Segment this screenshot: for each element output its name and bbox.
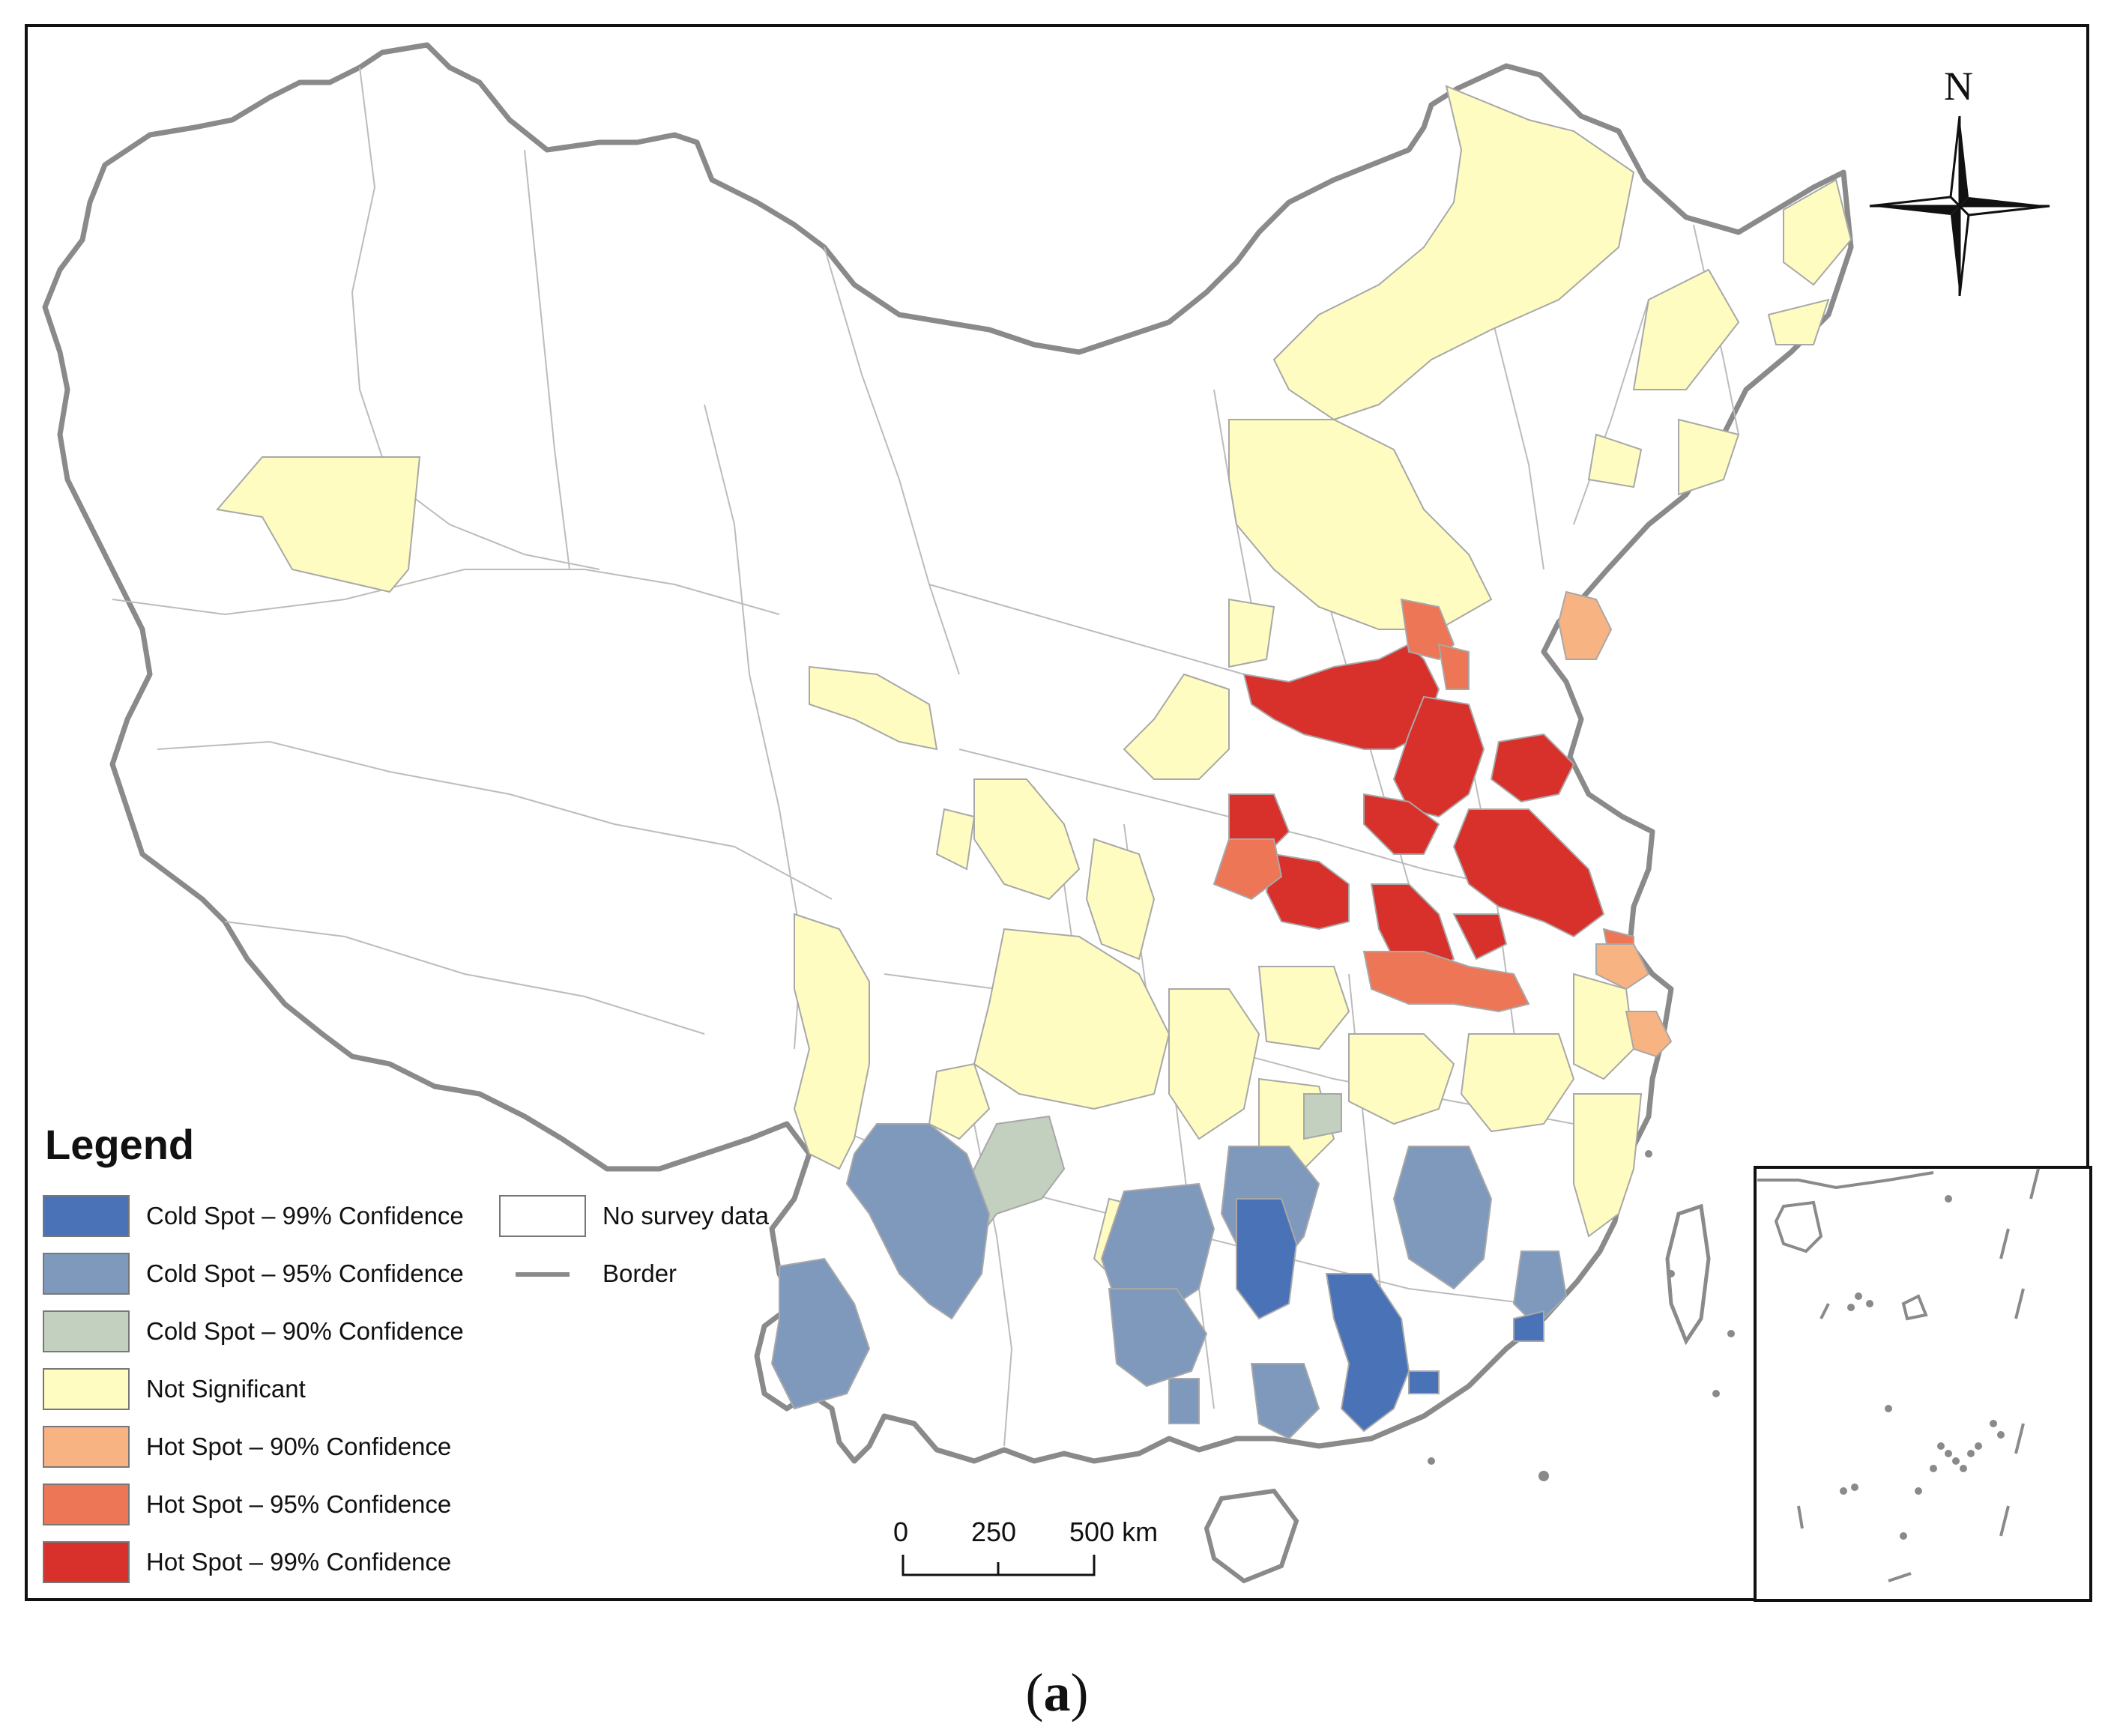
north-arrow-icon bbox=[1869, 115, 2050, 297]
scale-tick-500: 500 km bbox=[1069, 1516, 1159, 1547]
legend-label: No survey data bbox=[603, 1202, 769, 1230]
island-hainan bbox=[1204, 1488, 1299, 1584]
regions-not-significant bbox=[216, 85, 1852, 1290]
legend-swatch bbox=[499, 1195, 586, 1237]
scale-tick-0: 0 bbox=[893, 1516, 909, 1547]
inset-islands bbox=[1840, 1195, 2005, 1540]
caption-open: ( bbox=[1025, 1663, 1044, 1723]
legend-title: Legend bbox=[45, 1121, 195, 1168]
legend-swatch bbox=[43, 1195, 130, 1237]
legend-swatch bbox=[43, 1484, 130, 1525]
legend-item-hot-90: Hot Spot – 90% Confidence bbox=[43, 1425, 451, 1469]
regions-hot-95 bbox=[1212, 598, 1634, 1013]
legend-swatch bbox=[43, 1541, 130, 1583]
coastal-islands bbox=[1428, 1150, 1735, 1481]
north-label: N bbox=[1944, 64, 1973, 109]
legend-label: Cold Spot – 95% Confidence bbox=[146, 1259, 464, 1287]
legend-item-not-significant: Not Significant bbox=[43, 1367, 306, 1411]
caption-letter: a bbox=[1043, 1663, 1071, 1723]
legend-label: Hot Spot – 95% Confidence bbox=[146, 1490, 452, 1518]
legend-swatch bbox=[43, 1368, 130, 1410]
legend-border-swatch bbox=[499, 1253, 586, 1295]
legend-item-cold-95: Cold Spot – 95% Confidence bbox=[43, 1252, 464, 1295]
legend-item-cold-90: Cold Spot – 90% Confidence bbox=[43, 1310, 464, 1353]
legend-swatch bbox=[43, 1253, 130, 1295]
legend-label: Border bbox=[603, 1259, 677, 1287]
legend-item-hot-99: Hot Spot – 99% Confidence bbox=[43, 1540, 451, 1584]
legend-label: Hot Spot – 99% Confidence bbox=[146, 1548, 452, 1576]
scale-tick-250: 250 bbox=[971, 1516, 1017, 1547]
legend-label: Hot Spot – 90% Confidence bbox=[146, 1433, 452, 1460]
legend-label: Cold Spot – 99% Confidence bbox=[146, 1202, 464, 1230]
legend-item-border: Border bbox=[499, 1252, 677, 1295]
caption-close: ) bbox=[1070, 1663, 1089, 1723]
scale-bar bbox=[902, 1555, 1096, 1576]
legend-label: Not Significant bbox=[146, 1375, 306, 1403]
legend-item-hot-95: Hot Spot – 95% Confidence bbox=[43, 1483, 451, 1526]
figure-caption: (a) bbox=[0, 1662, 2114, 1724]
inset-features bbox=[1757, 1168, 2040, 1582]
regions-cold-99 bbox=[1236, 1198, 1544, 1433]
legend-swatch bbox=[43, 1310, 130, 1352]
legend-item-no-data: No survey data bbox=[499, 1194, 769, 1238]
legend-item-cold-99: Cold Spot – 99% Confidence bbox=[43, 1194, 464, 1238]
regions-hot-90 bbox=[1557, 590, 1673, 1058]
legend-swatch bbox=[43, 1426, 130, 1468]
regions-cold-95 bbox=[770, 1123, 1568, 1440]
legend-label: Cold Spot – 90% Confidence bbox=[146, 1317, 464, 1345]
island-taiwan bbox=[1665, 1203, 1711, 1346]
